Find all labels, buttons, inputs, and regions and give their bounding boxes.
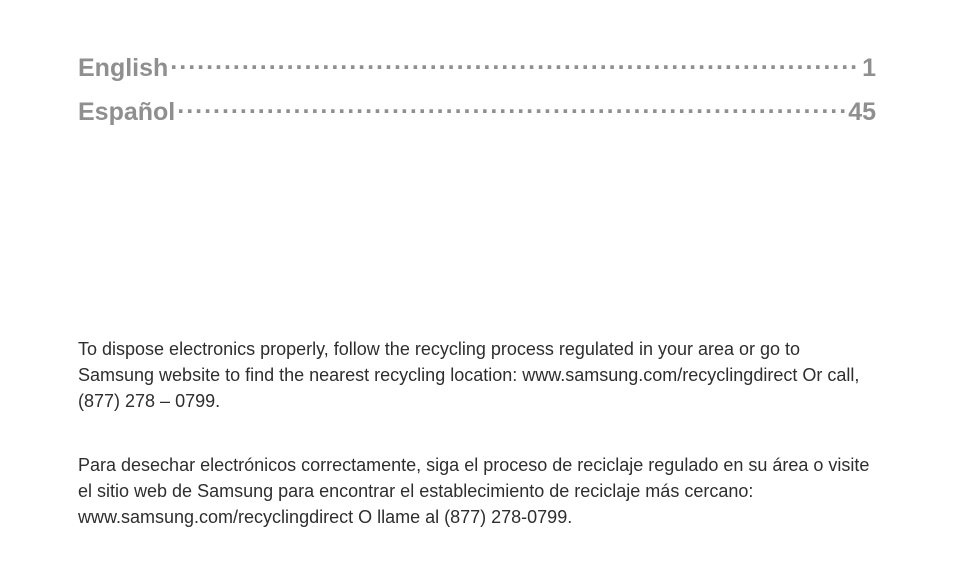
body-text-block: To dispose electronics properly, follow … xyxy=(78,336,876,568)
toc-leader-dots xyxy=(170,48,860,76)
toc-leader-dots xyxy=(177,93,846,121)
toc-label-english: English xyxy=(78,54,168,83)
paragraph-english-disposal: To dispose electronics properly, follow … xyxy=(78,336,876,414)
paragraph-spanish-disposal: Para desechar electrónicos correctamente… xyxy=(78,452,876,530)
toc-row-english: English 1 xyxy=(78,48,876,83)
toc-page-english: 1 xyxy=(862,54,876,83)
document-page: English 1 Español 45 To dispose electron… xyxy=(0,0,954,573)
toc-page-espanol: 45 xyxy=(848,98,876,127)
toc-row-espanol: Español 45 xyxy=(78,93,876,128)
toc-label-espanol: Español xyxy=(78,98,175,127)
